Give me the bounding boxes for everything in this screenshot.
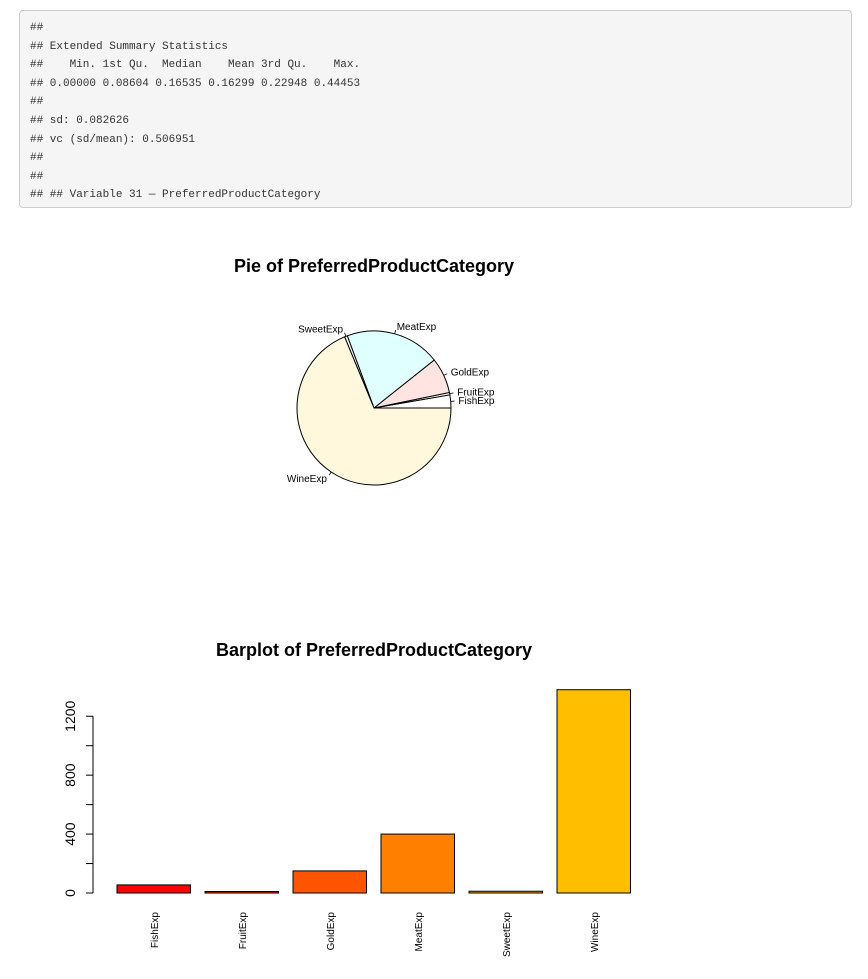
y-tick-label: 800 bbox=[62, 763, 78, 787]
pie-slice-wineexp bbox=[296, 336, 452, 486]
pie-label-wineexp: WineExp bbox=[287, 474, 327, 485]
x-tick-label-meatexp: MeatExp bbox=[414, 912, 425, 952]
console-output: ## ## Extended Summary Statistics ## Min… bbox=[19, 10, 852, 208]
bar-chart: Barplot of PreferredProductCategory 0 400… bbox=[62, 640, 631, 957]
pie-label-sweetexp: SweetExp bbox=[298, 325, 343, 336]
pie-slice-meatexp bbox=[346, 330, 435, 409]
bar-goldexp bbox=[292, 870, 367, 894]
pie-label-meatexp: MeatExp bbox=[397, 322, 437, 333]
pie-leader-wineexp bbox=[328, 471, 332, 476]
pie-leader-fruitexp bbox=[449, 392, 454, 395]
pie-leader-sweetexp bbox=[344, 332, 347, 337]
x-tick-label-fishexp: FishExp bbox=[150, 912, 161, 949]
pie-chart: Pie of PreferredProductCategory FishExpF… bbox=[234, 256, 514, 486]
x-tick-label-wineexp: WineExp bbox=[590, 912, 601, 952]
bar-sweetexp bbox=[468, 890, 543, 894]
pie-title: Pie of PreferredProductCategory bbox=[234, 256, 514, 276]
x-tick-label-goldexp: GoldExp bbox=[326, 912, 337, 951]
x-tick-label-sweetexp: SweetExp bbox=[502, 912, 513, 957]
pie-label-goldexp: GoldExp bbox=[451, 368, 490, 379]
pie-leader-meatexp bbox=[394, 330, 397, 334]
y-tick-label: 0 bbox=[62, 889, 78, 897]
console-text: ## ## Extended Summary Statistics ## Min… bbox=[30, 22, 361, 202]
pie-leader-goldexp bbox=[443, 373, 448, 376]
x-tick-label-fruitexp: FruitExp bbox=[238, 912, 249, 950]
bar-fishexp bbox=[116, 884, 191, 894]
bar-title: Barplot of PreferredProductCategory bbox=[216, 640, 532, 660]
pie-label-fishexp: FishExp bbox=[458, 396, 495, 407]
y-tick-label: 400 bbox=[62, 822, 78, 846]
bar-fruitexp bbox=[204, 891, 279, 894]
bar-meatexp bbox=[380, 833, 455, 894]
bar-wineexp bbox=[556, 689, 631, 894]
pie-label-fruitexp: FruitExp bbox=[457, 388, 495, 399]
y-tick-label: 1200 bbox=[62, 700, 78, 731]
